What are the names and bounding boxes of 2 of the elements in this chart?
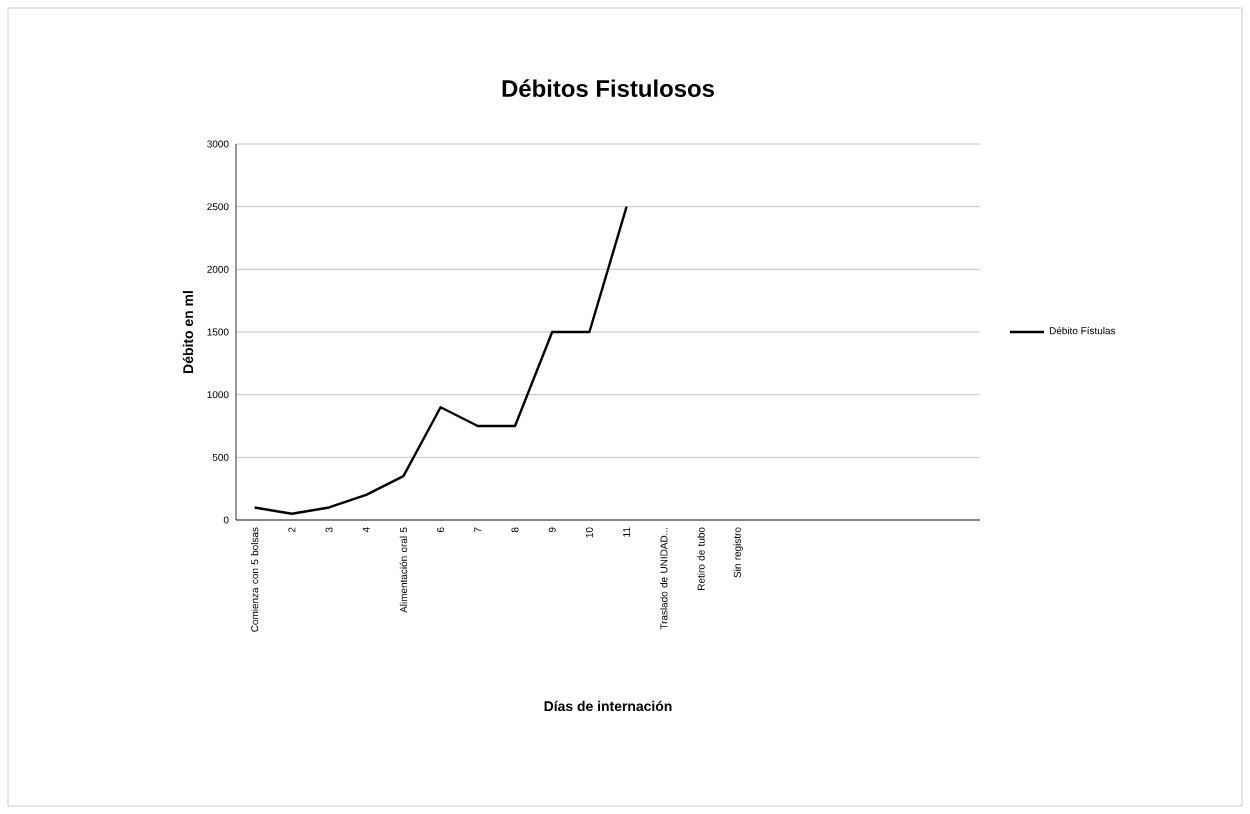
line-series — [253, 205, 628, 515]
chart-title: Débitos Fistulosos — [502, 79, 714, 97]
